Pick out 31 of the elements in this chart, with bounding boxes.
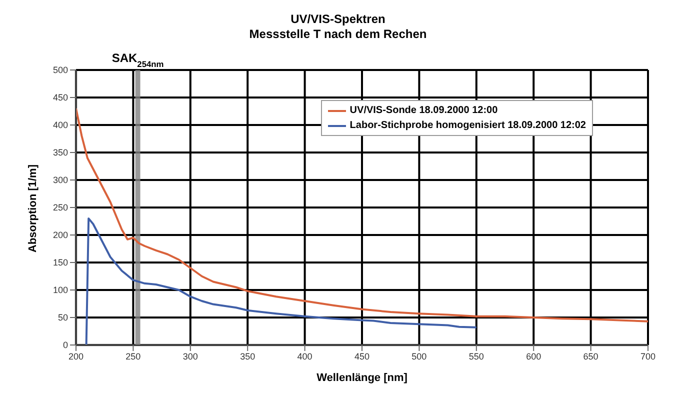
x-tick-label: 550 <box>468 351 484 362</box>
legend-label: UV/VIS-Sonde 18.09.2000 12:00 <box>350 104 498 118</box>
y-tick-label: 150 <box>52 258 68 268</box>
x-tick-label: 500 <box>412 351 427 362</box>
y-tick-label: 100 <box>52 285 68 296</box>
x-tick-label: 600 <box>526 351 542 362</box>
y-axis-title: Absorption [1/m] <box>26 164 39 252</box>
chart-subtitle: Messstelle T nach dem Rechen <box>248 27 428 42</box>
x-tick-label: 200 <box>68 351 84 362</box>
y-tick-label: 450 <box>52 92 68 103</box>
y-tick-label: 50 <box>58 312 68 323</box>
chart-title: UV/VIS-Spektren <box>290 12 386 27</box>
x-tick-label: 250 <box>126 351 141 362</box>
x-tick-label: 400 <box>297 351 312 362</box>
line-series <box>76 108 648 322</box>
y-tick-label: 0 <box>62 340 68 350</box>
y-tick-label: 300 <box>52 175 68 186</box>
ref-line-label: SAK$_{254nm}$ <box>112 51 164 69</box>
y-tick-label: 250 <box>52 202 68 213</box>
x-tick-label: 650 <box>583 351 598 362</box>
y-tick-label: 500 <box>52 65 68 76</box>
y-tick-label: 400 <box>52 120 68 130</box>
x-tick-label: 300 <box>182 351 198 362</box>
y-tick-label: 200 <box>52 230 68 240</box>
x-axis-title: Wellenlänge [nm] <box>316 372 408 384</box>
x-tick-label: 350 <box>240 351 256 362</box>
y-tick-label: 350 <box>52 148 68 158</box>
x-tick-label: 700 <box>640 351 656 362</box>
x-tick-label: 450 <box>354 351 370 362</box>
legend-label: Labor-Stichprobe homogenisiert 18.09.2000 12:02 <box>350 119 586 133</box>
line-series <box>85 218 478 345</box>
